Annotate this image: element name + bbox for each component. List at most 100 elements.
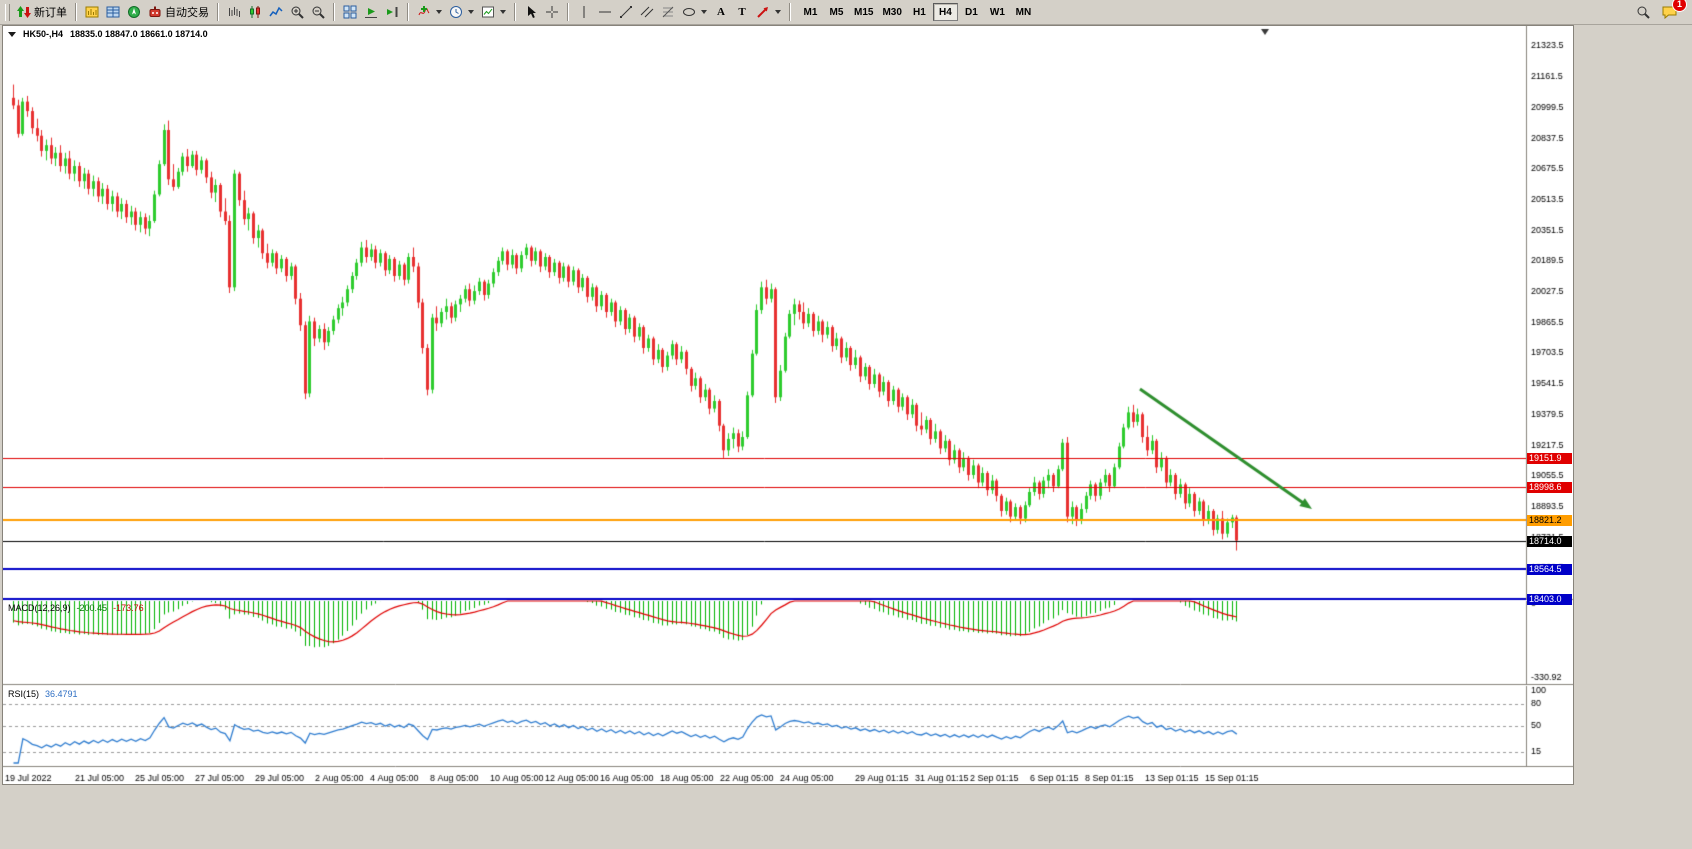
autotrading-button[interactable]: 自动交易 (145, 2, 212, 22)
crosshair-button[interactable] (542, 2, 562, 22)
line-chart-button[interactable] (266, 2, 286, 22)
price-tag-18714.0: 18714.0 (1527, 536, 1572, 547)
timeframe-M30-button[interactable]: M30 (878, 3, 905, 21)
chart-shift-button[interactable] (382, 2, 402, 22)
chevron-down-icon (701, 10, 707, 14)
price-tag-18564.5: 18564.5 (1527, 564, 1572, 575)
chart-ohlc-line: 18835.0 18847.0 18661.0 18714.0 (70, 29, 208, 39)
toolbar-separator (514, 3, 516, 21)
timeframe-H4-button[interactable]: H4 (932, 3, 958, 21)
search-icon (1636, 5, 1650, 19)
chevron-down-icon (468, 10, 474, 14)
bar-chart-icon (227, 5, 241, 19)
vertical-line-tool-button[interactable] (574, 2, 594, 22)
one-click-trading-toggle[interactable] (8, 31, 16, 37)
auto-scroll-icon (364, 5, 378, 19)
rsi-value: 36.4791 (45, 689, 78, 699)
toolbar-separator (567, 3, 569, 21)
templates-button[interactable] (478, 2, 509, 22)
new-order-button[interactable]: 新订单 (14, 2, 70, 22)
zoom-out-button[interactable] (308, 2, 328, 22)
fibonacci-icon (661, 5, 675, 19)
horizontal-line-tool-button[interactable] (595, 2, 615, 22)
periods-button[interactable] (446, 2, 477, 22)
text-label-icon: T (738, 6, 746, 18)
cursor-button[interactable] (521, 2, 541, 22)
text-tool-button[interactable]: A (711, 2, 731, 22)
chart-symbol-period: HK50-,H4 (23, 29, 64, 39)
toolbar-separator (333, 3, 335, 21)
macd-signal-value: -173.76 (113, 603, 144, 613)
timeframe-M5-button[interactable]: M5 (824, 3, 849, 21)
price-tag-18821.2: 18821.2 (1527, 515, 1572, 526)
shapes-tool-button[interactable] (679, 2, 710, 22)
market-watch-icon (85, 5, 99, 19)
data-window-button[interactable] (103, 2, 123, 22)
new-order-icon (17, 5, 31, 19)
fibonacci-tool-button[interactable] (658, 2, 678, 22)
chart-shift-icon (385, 5, 399, 19)
data-window-icon (106, 5, 120, 19)
tile-windows-button[interactable] (340, 2, 360, 22)
indicators-button[interactable] (414, 2, 445, 22)
cursor-icon (524, 5, 538, 19)
notification-badge[interactable]: 1 (1672, 0, 1687, 12)
ellipse-icon (682, 5, 696, 19)
zoom-out-icon (311, 5, 325, 19)
chart-title: HK50-,H4 18835.0 18847.0 18661.0 18714.0 (8, 29, 208, 39)
chevron-down-icon (436, 10, 442, 14)
zoom-in-icon (290, 5, 304, 19)
toolbar-right-group: 1 (1633, 0, 1688, 22)
channel-tool-button[interactable] (637, 2, 657, 22)
trendline-icon (619, 5, 633, 19)
toolbar-separator (407, 3, 409, 21)
toolbar-grip[interactable] (5, 3, 10, 21)
text-label-tool-button[interactable]: T (732, 2, 752, 22)
rsi-name: RSI(15) (8, 689, 40, 699)
arrow-tool-icon (756, 5, 770, 19)
toolbar-separator (75, 3, 77, 21)
toolbar: 新订单 自动交易 (0, 0, 1692, 25)
timeframe-MN-button[interactable]: MN (1011, 3, 1036, 21)
timeframe-toolbar: M1 M5 M15 M30 H1 H4 D1 W1 MN (798, 3, 1036, 21)
macd-indicator-label: MACD(12,26,9) -200.45 -173.76 (8, 603, 144, 613)
price-tag-18403.0: 18403.0 (1527, 594, 1572, 605)
chevron-down-icon (500, 10, 506, 14)
toolbar-separator (217, 3, 219, 21)
autotrading-label: 自动交易 (165, 7, 209, 19)
clock-icon (449, 5, 463, 19)
rsi-indicator-label: RSI(15) 36.4791 (8, 689, 78, 699)
indicators-icon (417, 5, 431, 19)
chart-window: HK50-,H4 18835.0 18847.0 18661.0 18714.0… (3, 26, 1573, 784)
new-order-label: 新订单 (34, 7, 67, 19)
timeframe-D1-button[interactable]: D1 (959, 3, 984, 21)
crosshair-icon (545, 5, 559, 19)
candlestick-chart-button[interactable] (245, 2, 265, 22)
navigator-button[interactable] (124, 2, 144, 22)
autotrading-icon (148, 5, 162, 19)
timeframe-M1-button[interactable]: M1 (798, 3, 823, 21)
price-chart-canvas[interactable] (3, 26, 1573, 784)
macd-main-value: -200.45 (76, 603, 108, 613)
vertical-line-icon (577, 5, 591, 19)
bar-chart-button[interactable] (224, 2, 244, 22)
price-tag-19151.9: 19151.9 (1527, 453, 1572, 464)
text-tool-icon: A (717, 6, 725, 18)
auto-scroll-button[interactable] (361, 2, 381, 22)
tile-windows-icon (343, 5, 357, 19)
price-tag-18998.6: 18998.6 (1527, 482, 1572, 493)
channel-icon (640, 5, 654, 19)
navigator-icon (127, 5, 141, 19)
arrow-tools-button[interactable] (753, 2, 784, 22)
trendline-tool-button[interactable] (616, 2, 636, 22)
market-watch-button[interactable] (82, 2, 102, 22)
timeframe-M15-button[interactable]: M15 (850, 3, 877, 21)
search-button[interactable] (1633, 2, 1653, 22)
chevron-down-icon (775, 10, 781, 14)
zoom-in-button[interactable] (287, 2, 307, 22)
timeframe-H1-button[interactable]: H1 (907, 3, 932, 21)
line-chart-icon (269, 5, 283, 19)
macd-name: MACD(12,26,9) (8, 603, 71, 613)
template-icon (481, 5, 495, 19)
timeframe-W1-button[interactable]: W1 (985, 3, 1010, 21)
